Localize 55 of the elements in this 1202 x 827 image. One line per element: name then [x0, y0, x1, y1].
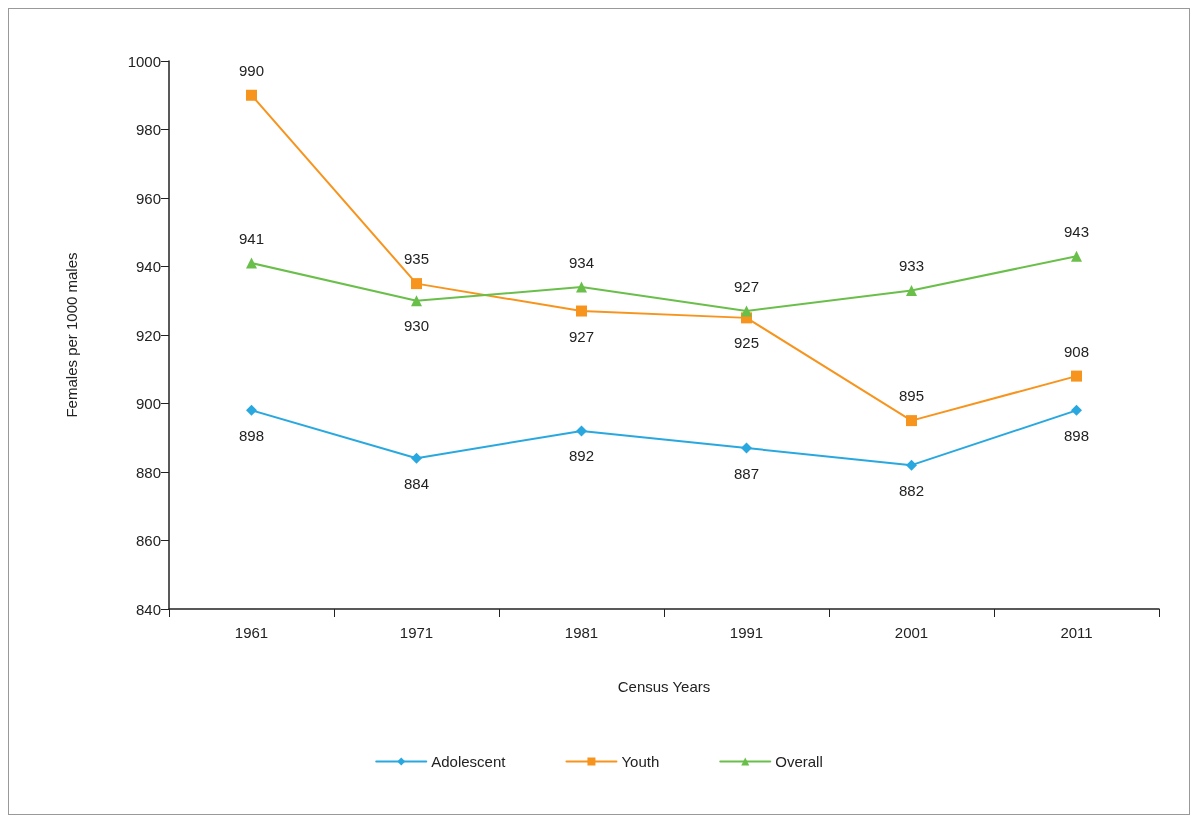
data-label: 882 [898, 481, 925, 499]
data-label: 925 [733, 334, 760, 352]
y-tick-label: 980 [135, 121, 161, 138]
data-label: 895 [898, 387, 925, 405]
y-tick-label: 880 [135, 463, 161, 481]
data-label: 933 [898, 256, 925, 274]
point [1071, 370, 1082, 382]
point [906, 415, 917, 427]
point [246, 89, 257, 101]
x-tick-label: 2011 [1060, 624, 1093, 641]
point [1071, 404, 1082, 416]
x-tick-label: 1961 [234, 624, 269, 641]
point [576, 425, 587, 437]
legend-label: Overall [775, 753, 823, 770]
point [576, 281, 587, 293]
data-label: 935 [403, 250, 430, 268]
x-tick-label: 1971 [399, 624, 434, 641]
x-tick-label: 2001 [894, 624, 929, 641]
data-label: 898 [1063, 426, 1090, 444]
y-tick-label: 840 [135, 600, 161, 618]
y-tick-label: 860 [135, 532, 161, 549]
point [576, 305, 587, 317]
data-label: 908 [1063, 342, 1090, 360]
point [411, 452, 422, 464]
point [741, 442, 752, 454]
data-label: 941 [238, 229, 265, 247]
y-tick-label: 960 [135, 189, 161, 207]
data-label: 927 [568, 327, 595, 345]
data-label: 898 [238, 426, 265, 444]
y-tick-label: 900 [135, 395, 161, 412]
x-axis-title: Census Years [617, 678, 711, 695]
point [906, 459, 917, 471]
data-label: 927 [733, 277, 760, 295]
point [411, 295, 422, 307]
data-label: 990 [238, 61, 265, 79]
x-tick-label: 1981 [564, 624, 599, 641]
point [246, 404, 257, 416]
data-label: 930 [403, 317, 430, 335]
y-tick-label: 1000 [127, 52, 161, 70]
legend-label: Adolescent [431, 753, 507, 770]
legend-label: Youth [621, 753, 660, 770]
data-label: 884 [403, 474, 430, 492]
data-label: 943 [1063, 222, 1090, 240]
y-tick-label: 940 [135, 258, 161, 275]
y-axis-title: Females per 1000 males [63, 252, 80, 418]
point [906, 284, 917, 296]
data-label: 892 [568, 447, 595, 465]
point [1071, 250, 1082, 262]
data-label: 934 [568, 253, 595, 271]
point [411, 278, 422, 290]
point [246, 257, 257, 269]
point [741, 305, 752, 317]
data-label: 887 [733, 464, 760, 482]
y-tick-label: 920 [135, 326, 161, 344]
x-tick-label: 1991 [729, 624, 764, 641]
